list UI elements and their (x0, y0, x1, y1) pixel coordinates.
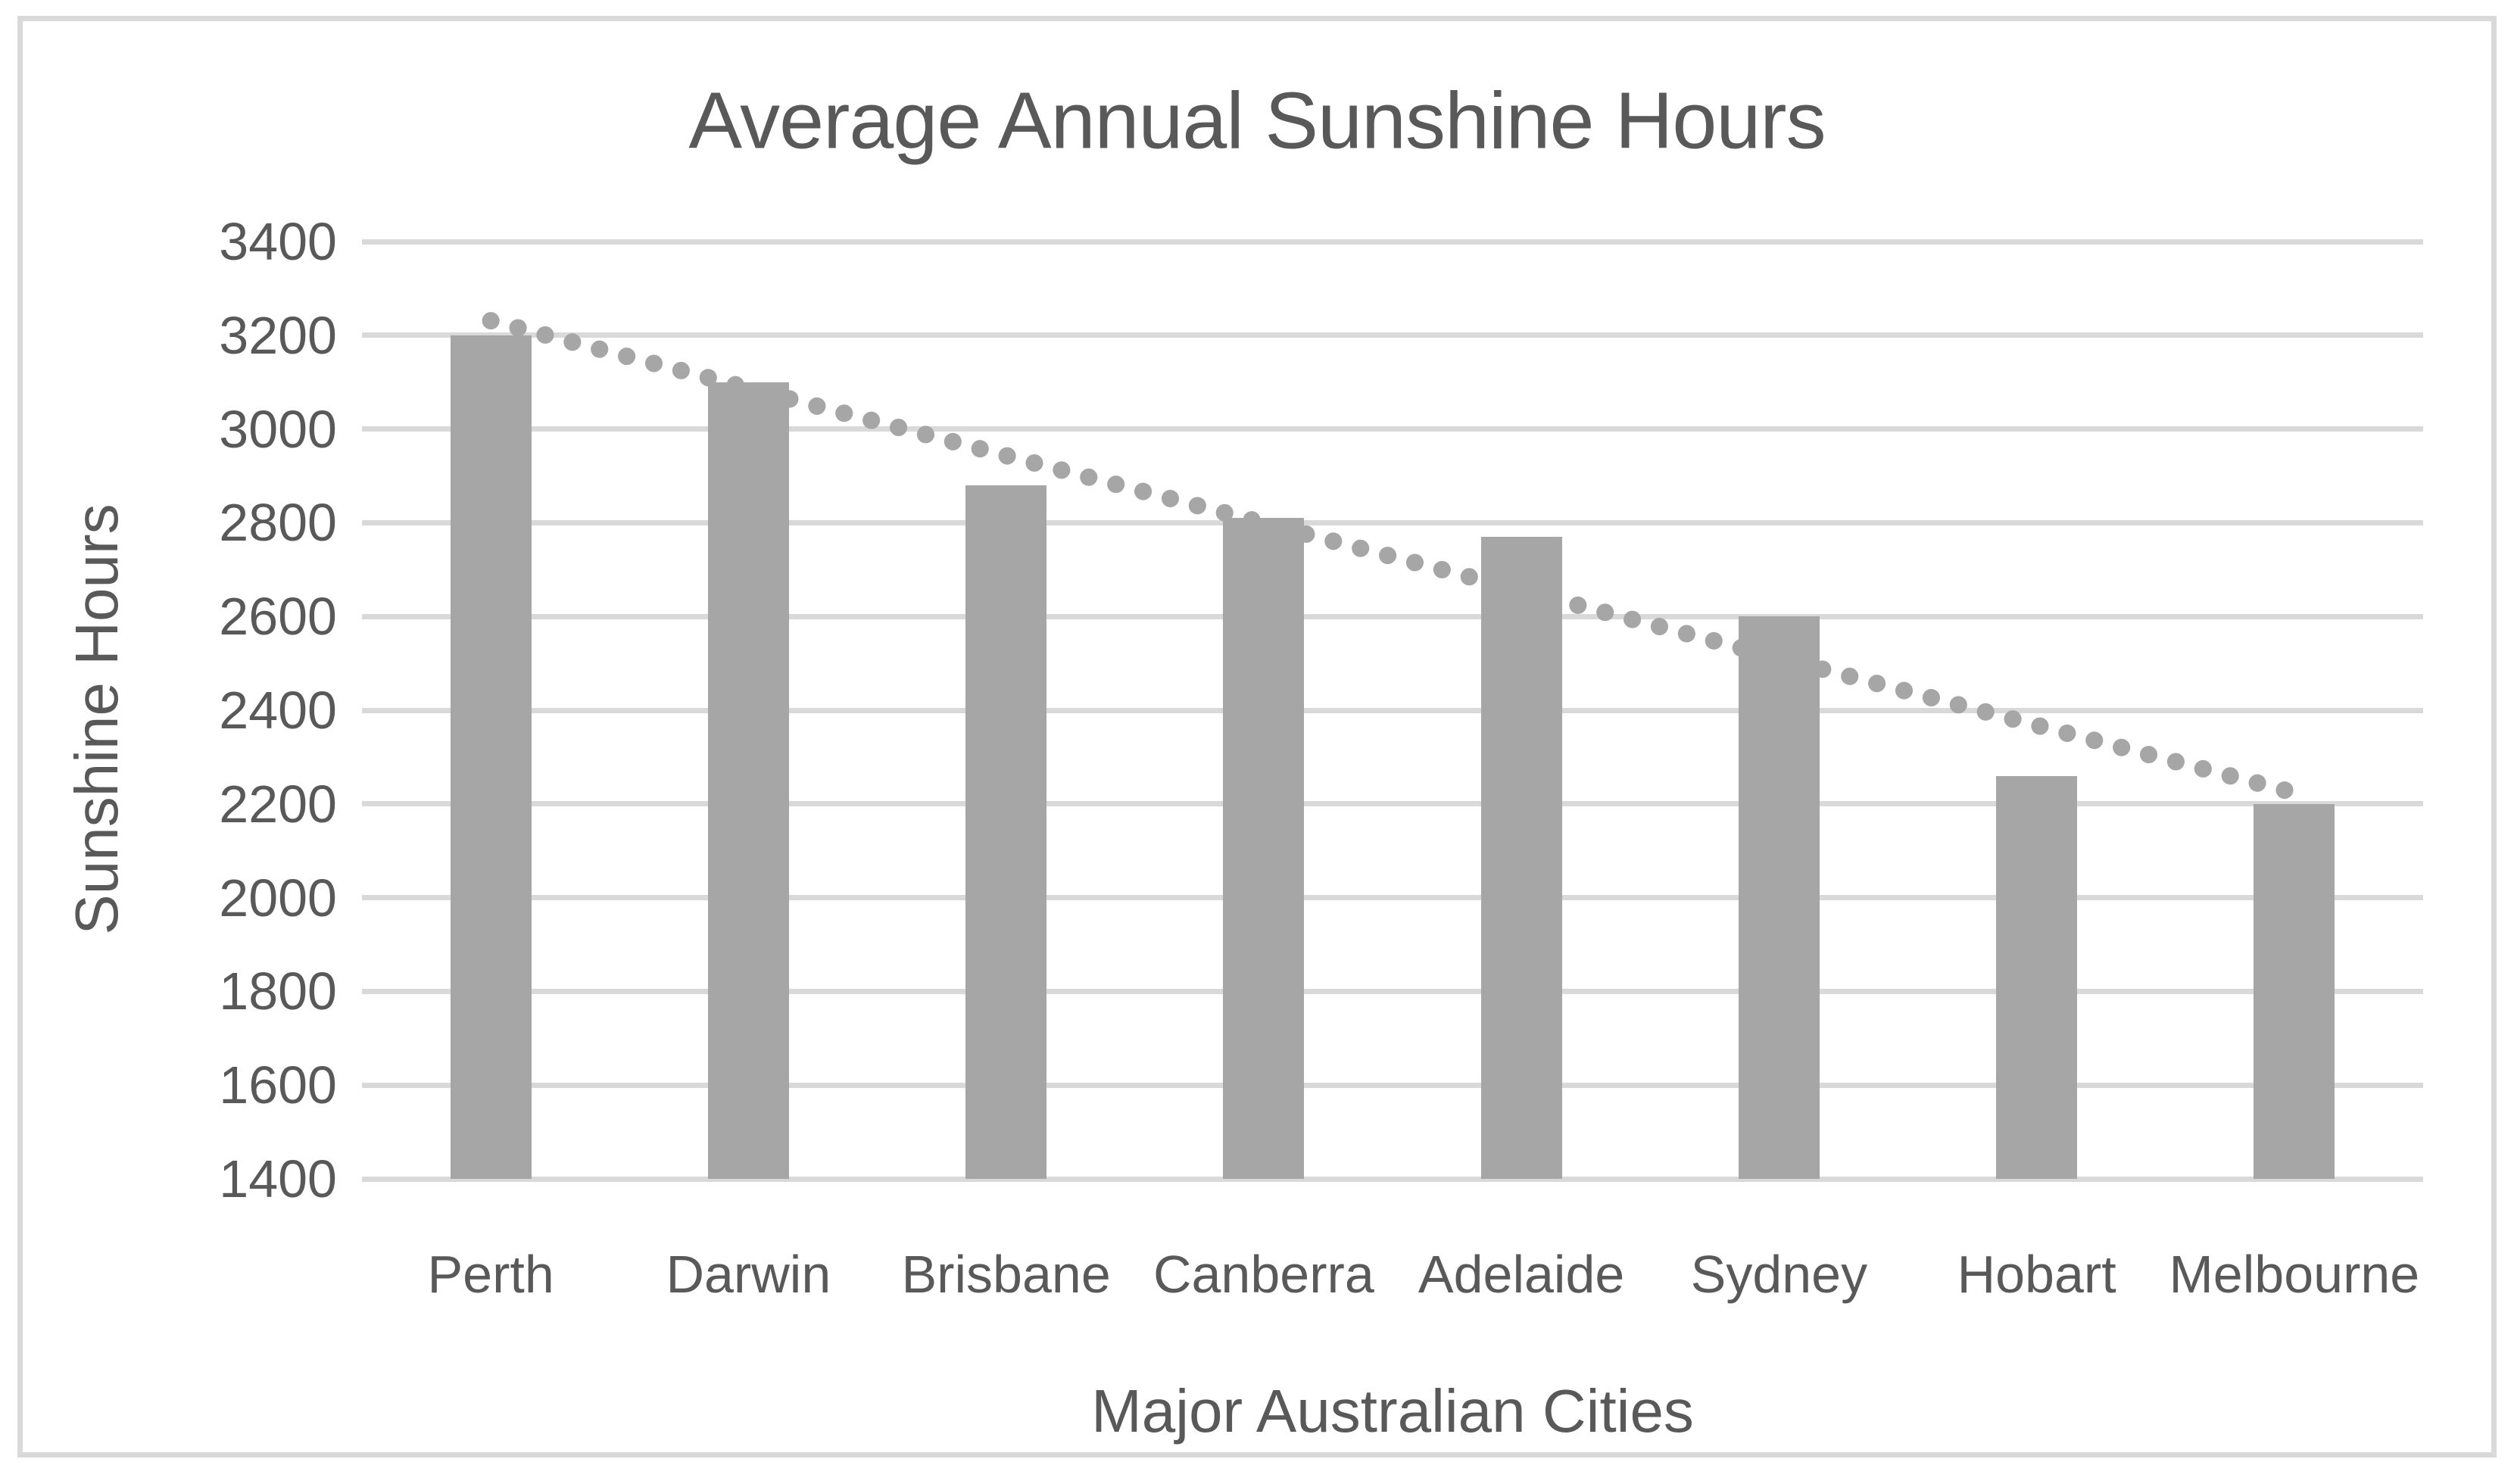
trendline-path (482, 312, 2303, 802)
gridline-2400 (362, 707, 2423, 713)
plot-area (362, 238, 2423, 1182)
y-tick-label: 3000 (219, 399, 337, 459)
trendline (482, 312, 2303, 802)
y-tick-label: 2600 (219, 587, 337, 647)
y-axis-tick-labels: 3400 3200 3000 2800 2600 2400 2200 2000 1800 1600… (114, 212, 337, 1208)
gridline-1400 (362, 1176, 2423, 1182)
gridline-2600 (362, 613, 2423, 619)
bar-sydney (1738, 616, 1820, 1179)
gridline-2000 (362, 895, 2423, 901)
x-tick-label-brisbane: Brisbane (901, 1245, 1111, 1304)
x-tick-label-darwin: Darwin (666, 1245, 831, 1304)
bar-brisbane (965, 485, 1047, 1179)
y-tick-label: 2400 (219, 681, 337, 740)
x-tick-label-sydney: Sydney (1690, 1245, 1868, 1304)
bar-hobart (1996, 775, 2078, 1179)
x-axis-title: Major Australian Cities (1091, 1377, 1694, 1445)
y-tick-label: 3400 (219, 212, 337, 271)
bar-canberra (1223, 518, 1305, 1179)
gridline-2800 (362, 519, 2423, 525)
x-axis-category-labels: Perth Darwin Brisbane Canberra Adelaide Sydne… (362, 1240, 2423, 1308)
x-tick-label-adelaide: Adelaide (1418, 1245, 1625, 1304)
y-tick-label: 1600 (219, 1055, 337, 1115)
bar-perth (450, 335, 532, 1179)
y-tick-label: 3200 (219, 305, 337, 365)
x-tick-label-perth: Perth (427, 1245, 554, 1304)
y-tick-label: 2000 (219, 868, 337, 928)
y-tick-label: 2200 (219, 774, 337, 834)
y-tick-label: 2800 (219, 493, 337, 553)
gridline-3200 (362, 332, 2423, 338)
y-tick-label: 1400 (219, 1149, 337, 1208)
x-tick-label-canberra: Canberra (1153, 1245, 1374, 1304)
y-tick-label: 1800 (219, 962, 337, 1021)
bar-darwin (707, 382, 789, 1179)
bar-adelaide (1480, 536, 1562, 1179)
gridline-1600 (362, 1082, 2423, 1088)
gridline-1800 (362, 988, 2423, 994)
x-tick-label-melbourne: Melbourne (2169, 1245, 2420, 1304)
chart-title: Average Annual Sunshine Hours (688, 76, 1826, 166)
gridline-3400 (362, 238, 2423, 245)
x-tick-label-hobart: Hobart (1957, 1245, 2116, 1304)
gridline-3000 (362, 426, 2423, 432)
gridline-2200 (362, 801, 2423, 807)
bar-melbourne (2254, 803, 2335, 1179)
